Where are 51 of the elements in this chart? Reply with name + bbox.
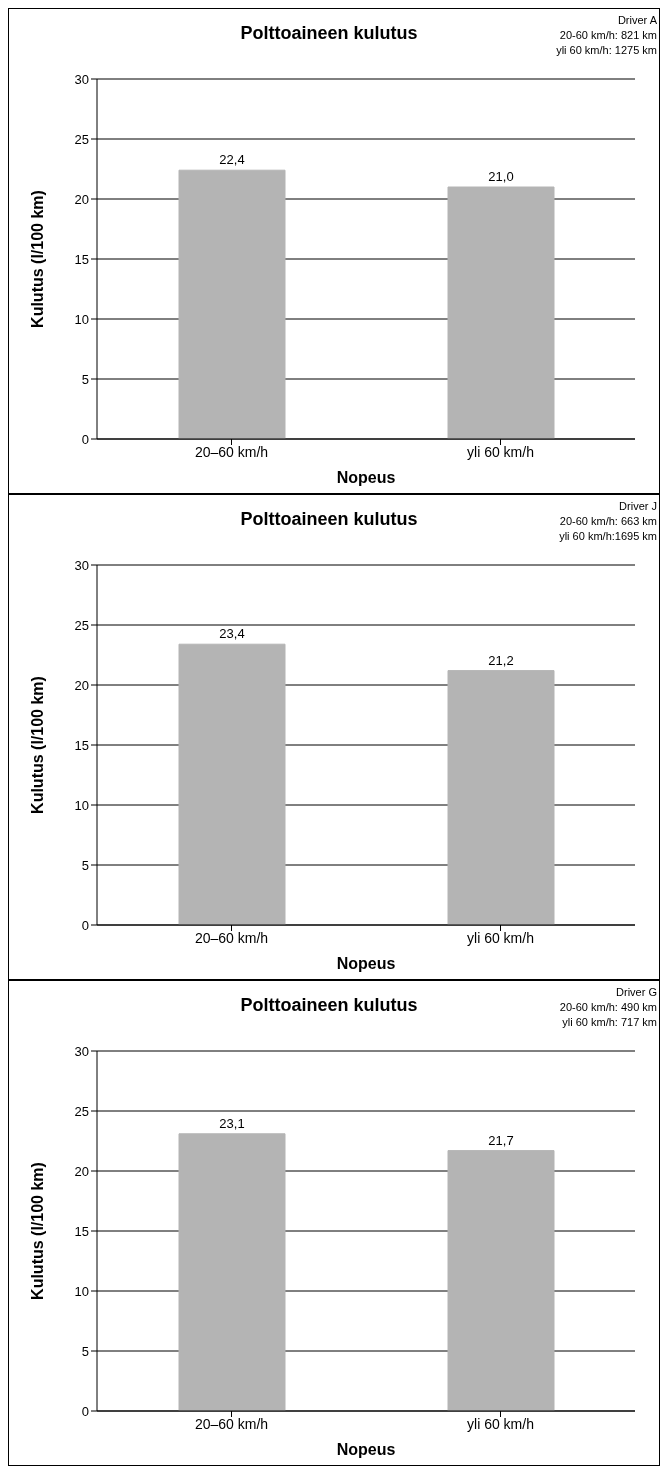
text: 20-60 km/h: 490 km xyxy=(559,1000,657,1015)
x-axis-title: Nopeus xyxy=(336,469,396,486)
text: Driver G xyxy=(615,985,657,1000)
x-axis-title: Nopeus xyxy=(336,955,396,972)
y-tick-label: 25 xyxy=(74,617,89,633)
chart-title: Polttoaineen kulutus xyxy=(239,509,419,530)
y-tick-label: 30 xyxy=(74,1043,89,1059)
y-tick-label: 5 xyxy=(81,371,89,387)
chart-title: Polttoaineen kulutus xyxy=(239,995,419,1016)
data-label: 21,2 xyxy=(488,652,514,668)
data-label: 23,4 xyxy=(219,626,245,642)
y-tick-label: 15 xyxy=(74,251,89,267)
y-axis-title: Kulutus (l/100 km) xyxy=(28,1162,46,1300)
x-axis-title: Nopeus xyxy=(336,1441,396,1458)
y-tick-label: 10 xyxy=(74,797,89,813)
x-tick-label: yli 60 km/h xyxy=(467,929,534,946)
y-tick-label: 20 xyxy=(74,1163,89,1179)
data-label: 21,7 xyxy=(488,1132,514,1148)
text: Driver J xyxy=(618,499,657,514)
text: Driver A xyxy=(616,13,657,28)
y-axis-title: Kulutus (l/100 km) xyxy=(28,676,46,814)
text: yli 60 km/h: 1275 km xyxy=(556,43,657,58)
y-tick-label: 15 xyxy=(74,1223,89,1239)
y-tick-label: 0 xyxy=(81,1403,89,1419)
chart-title: Polttoaineen kulutus xyxy=(239,23,419,44)
text: yli 60 km/h:1695 km xyxy=(559,529,657,544)
y-tick-label: 10 xyxy=(74,1283,89,1299)
data-label: 22,4 xyxy=(219,152,245,168)
data-label: 21,0 xyxy=(488,169,514,184)
y-tick-label: 0 xyxy=(81,917,89,933)
y-tick-label: 30 xyxy=(74,71,89,87)
y-tick-label: 5 xyxy=(81,857,89,873)
x-tick-label: 20–60 km/h xyxy=(194,929,269,946)
y-tick-label: 25 xyxy=(74,131,89,147)
y-tick-label: 30 xyxy=(74,557,89,573)
y-tick-label: 5 xyxy=(81,1343,89,1359)
x-tick-label: yli 60 km/h xyxy=(467,443,534,460)
x-tick-label: 20–60 km/h xyxy=(194,1415,269,1432)
data-label: 23,1 xyxy=(219,1115,245,1131)
y-tick-label: 10 xyxy=(74,311,89,327)
y-tick-label: 20 xyxy=(74,191,89,207)
text: yli 60 km/h: 717 km xyxy=(561,1015,657,1030)
y-tick-label: 0 xyxy=(81,431,89,447)
y-axis-title: Kulutus (l/100 km) xyxy=(28,190,46,328)
x-tick-label: yli 60 km/h xyxy=(467,1415,534,1432)
y-tick-label: 25 xyxy=(74,1103,89,1119)
y-tick-label: 20 xyxy=(74,677,89,693)
text: 20-60 km/h: 663 km xyxy=(559,514,657,529)
text: 20-60 km/h: 821 km xyxy=(558,28,657,43)
y-tick-label: 15 xyxy=(74,737,89,753)
x-tick-label: 20–60 km/h xyxy=(194,443,269,460)
